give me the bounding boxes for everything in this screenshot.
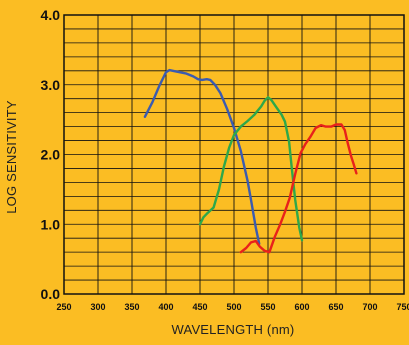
y-tick-label: 1.0 [41, 216, 61, 232]
x-tick-label: 700 [362, 302, 377, 312]
x-axis-label: WAVELENGTH (nm) [172, 322, 295, 337]
x-tick-label: 600 [294, 302, 309, 312]
y-tick-labels: 0.0 1.0 2.0 3.0 4.0 [41, 7, 61, 302]
x-tick-label: 650 [328, 302, 343, 312]
series-lines [143, 68, 358, 254]
series-line-2 [198, 96, 304, 242]
x-tick-label: 550 [260, 302, 275, 312]
y-tick-label: 2.0 [41, 147, 61, 163]
plot-grid [63, 14, 405, 295]
x-tick-label: 250 [56, 302, 71, 312]
y-tick-label: 0.0 [41, 286, 61, 302]
x-tick-label: 500 [226, 302, 241, 312]
y-tick-label: 4.0 [41, 7, 61, 23]
x-tick-label: 450 [192, 302, 207, 312]
series-line-1 [143, 68, 261, 245]
x-tick-label: 300 [90, 302, 105, 312]
x-tick-label: 350 [124, 302, 139, 312]
x-tick-label: 750 [396, 302, 409, 312]
y-axis-label: LOG SENSITIVITY [4, 100, 19, 214]
x-tick-label: 400 [158, 302, 173, 312]
y-tick-label: 3.0 [41, 77, 61, 93]
series-line-3 [239, 123, 358, 254]
x-tick-labels: 250 300 350 400 450 500 550 600 650 700 750 [56, 302, 409, 312]
